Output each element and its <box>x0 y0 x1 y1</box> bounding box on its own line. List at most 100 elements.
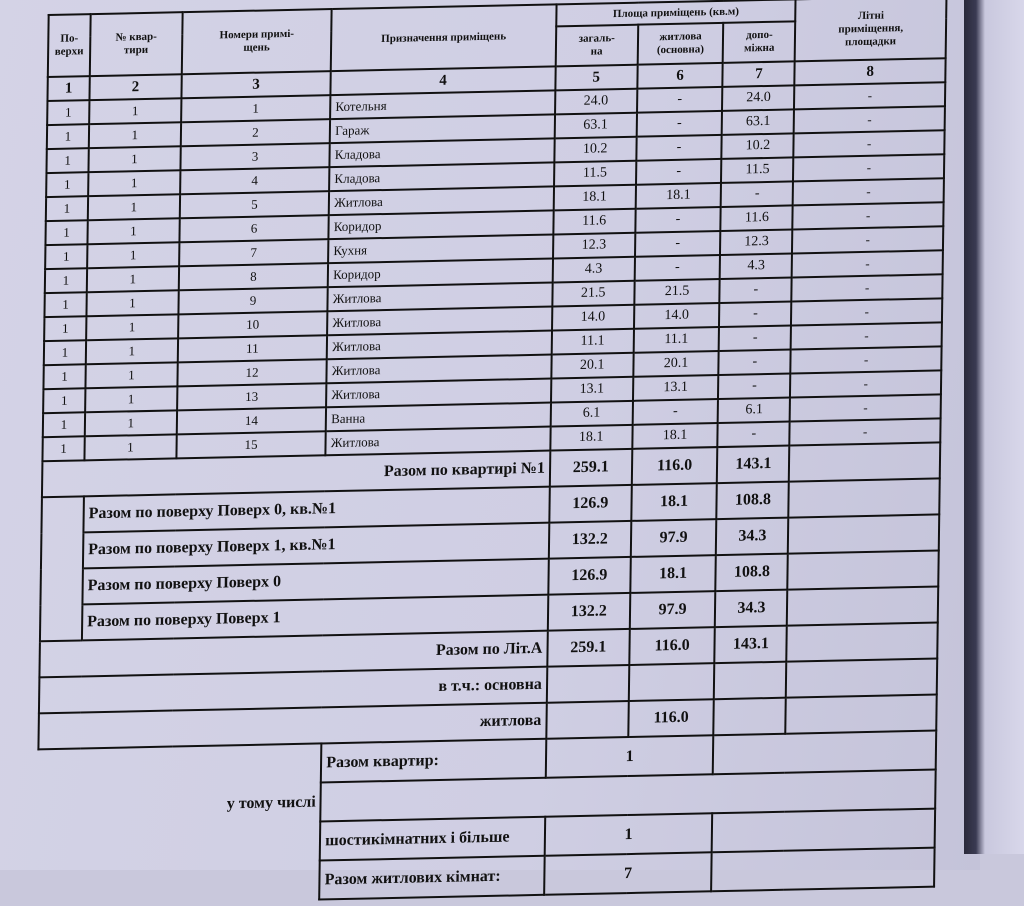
apartment-cell: 1 <box>85 338 178 365</box>
living-rooms-label: Разом житлових кімнат: <box>319 855 545 900</box>
total-area-cell: 11.1 <box>551 328 634 355</box>
living-area-cell: - <box>634 206 722 233</box>
room-number-cell: 13 <box>176 383 327 411</box>
aux-area-cell: - <box>718 349 791 376</box>
summary-living-cell <box>628 663 715 702</box>
floor-cell: 1 <box>46 172 89 198</box>
apartment-cell: 1 <box>88 170 181 197</box>
summary-aux-cell <box>713 697 787 736</box>
aux-area-cell: 24.0 <box>722 85 795 111</box>
living-area-cell: - <box>632 399 719 425</box>
floor-cell: 1 <box>47 100 90 126</box>
header-living: житлова (основна) <box>637 22 724 65</box>
room-number-cell: 12 <box>177 359 327 387</box>
living-area-cell: - <box>634 254 721 281</box>
column-number: 3 <box>181 71 331 99</box>
total-area-cell: 18.1 <box>550 424 633 451</box>
room-number-cell: 9 <box>178 287 328 315</box>
summer-area-cell: - <box>791 298 943 326</box>
total-area-cell: 24.0 <box>554 88 637 115</box>
room-number-cell: 4 <box>179 167 330 195</box>
floor-cell: 1 <box>43 388 86 414</box>
summary-summer-cell <box>788 478 940 518</box>
apartment-cell: 1 <box>85 386 178 413</box>
total-area-cell: 21.5 <box>552 280 635 307</box>
summary-summer-cell <box>787 550 939 590</box>
summary-living-cell: 116.0 <box>628 627 716 665</box>
summer-area-cell: - <box>792 178 944 206</box>
summary-living-cell: 116.0 <box>627 699 715 738</box>
header-aux: допо- міжна <box>723 21 796 63</box>
apartment-cell: 1 <box>86 290 179 317</box>
header-summer: Літні приміщення, площадки <box>794 0 947 62</box>
summary-aux-cell: 34.3 <box>715 589 788 628</box>
summary-summer-cell <box>785 694 937 734</box>
header-room-number: Номери примі- щень <box>181 9 332 75</box>
summary-living-cell: 18.1 <box>629 555 717 593</box>
apartment-cell: 1 <box>85 362 178 389</box>
apartment-cell: 1 <box>87 218 180 245</box>
summer-area-cell: - <box>791 274 943 302</box>
summary-aux-cell: 143.1 <box>714 625 788 664</box>
floor-cell: 1 <box>45 220 88 246</box>
summer-area-cell: - <box>789 394 941 422</box>
floor-cell: 1 <box>43 340 87 366</box>
aux-area-cell: 63.1 <box>722 109 795 135</box>
document-sheet: м.Миколаїв По- верхи № квар- тири Номери… <box>35 0 948 906</box>
living-area-cell: - <box>634 230 721 257</box>
aux-area-cell: 12.3 <box>720 229 793 255</box>
living-area-cell: 11.1 <box>633 327 720 353</box>
summary-aux-cell: 108.8 <box>716 481 790 520</box>
six-rooms-value: 1 <box>544 813 713 856</box>
floor-cell: 1 <box>44 292 87 318</box>
column-number: 7 <box>722 61 795 87</box>
summary-total-cell: 126.9 <box>549 484 632 523</box>
apartment-cell: 1 <box>88 122 181 149</box>
column-number: 8 <box>794 58 946 86</box>
summary-total-cell: 259.1 <box>549 448 632 487</box>
summary-living-cell: 18.1 <box>630 483 718 521</box>
room-number-cell: 14 <box>176 407 327 435</box>
room-number-cell: 2 <box>180 119 331 147</box>
apartments-label: Разом квартир: <box>321 738 547 783</box>
summary-living-cell: 116.0 <box>631 447 718 485</box>
aux-area-cell: 11.6 <box>720 205 793 231</box>
apartments-value: 1 <box>545 735 714 778</box>
total-area-cell: 4.3 <box>552 256 635 283</box>
indent-cell <box>41 496 84 534</box>
floor-cell: 1 <box>42 412 86 438</box>
apartment-cell: 1 <box>86 314 179 341</box>
apartment-cell: 1 <box>87 194 180 221</box>
summary-summer-cell <box>786 658 938 698</box>
aux-area-cell: - <box>719 277 792 303</box>
floor-cell: 1 <box>45 196 89 222</box>
indent-cell <box>40 568 83 606</box>
header-apartment: № квар- тири <box>89 12 183 77</box>
header-floor: По- верхи <box>47 14 91 78</box>
summer-area-cell: - <box>789 418 941 446</box>
room-number-cell: 11 <box>177 335 328 363</box>
aux-area-cell: - <box>719 325 792 352</box>
summary-total-cell: 132.2 <box>547 592 630 631</box>
aux-area-cell: 10.2 <box>721 133 794 159</box>
apartment-cell: 1 <box>87 242 180 269</box>
summary-summer-cell <box>789 442 941 482</box>
floor-cell: 1 <box>46 124 90 150</box>
room-number-cell: 8 <box>178 263 329 291</box>
floor-cell: 1 <box>44 316 87 342</box>
summary-total-cell: 132.2 <box>548 520 631 559</box>
room-number-cell: 5 <box>179 191 330 219</box>
floor-cell: 1 <box>46 148 89 174</box>
summary-total-cell <box>546 664 629 703</box>
aux-area-cell: - <box>718 373 791 400</box>
page-edge <box>964 0 1024 854</box>
including-label: у тому числі <box>226 793 316 812</box>
summary-aux-cell: 143.1 <box>717 445 790 484</box>
living-area-cell: 20.1 <box>632 351 720 377</box>
summary-aux-cell: 34.3 <box>716 517 789 556</box>
room-number-cell: 7 <box>178 239 329 267</box>
summer-area-cell: - <box>790 370 942 398</box>
room-number-cell: 6 <box>179 215 329 243</box>
summary-aux-cell: 108.8 <box>715 553 789 592</box>
total-area-cell: 20.1 <box>551 352 634 379</box>
